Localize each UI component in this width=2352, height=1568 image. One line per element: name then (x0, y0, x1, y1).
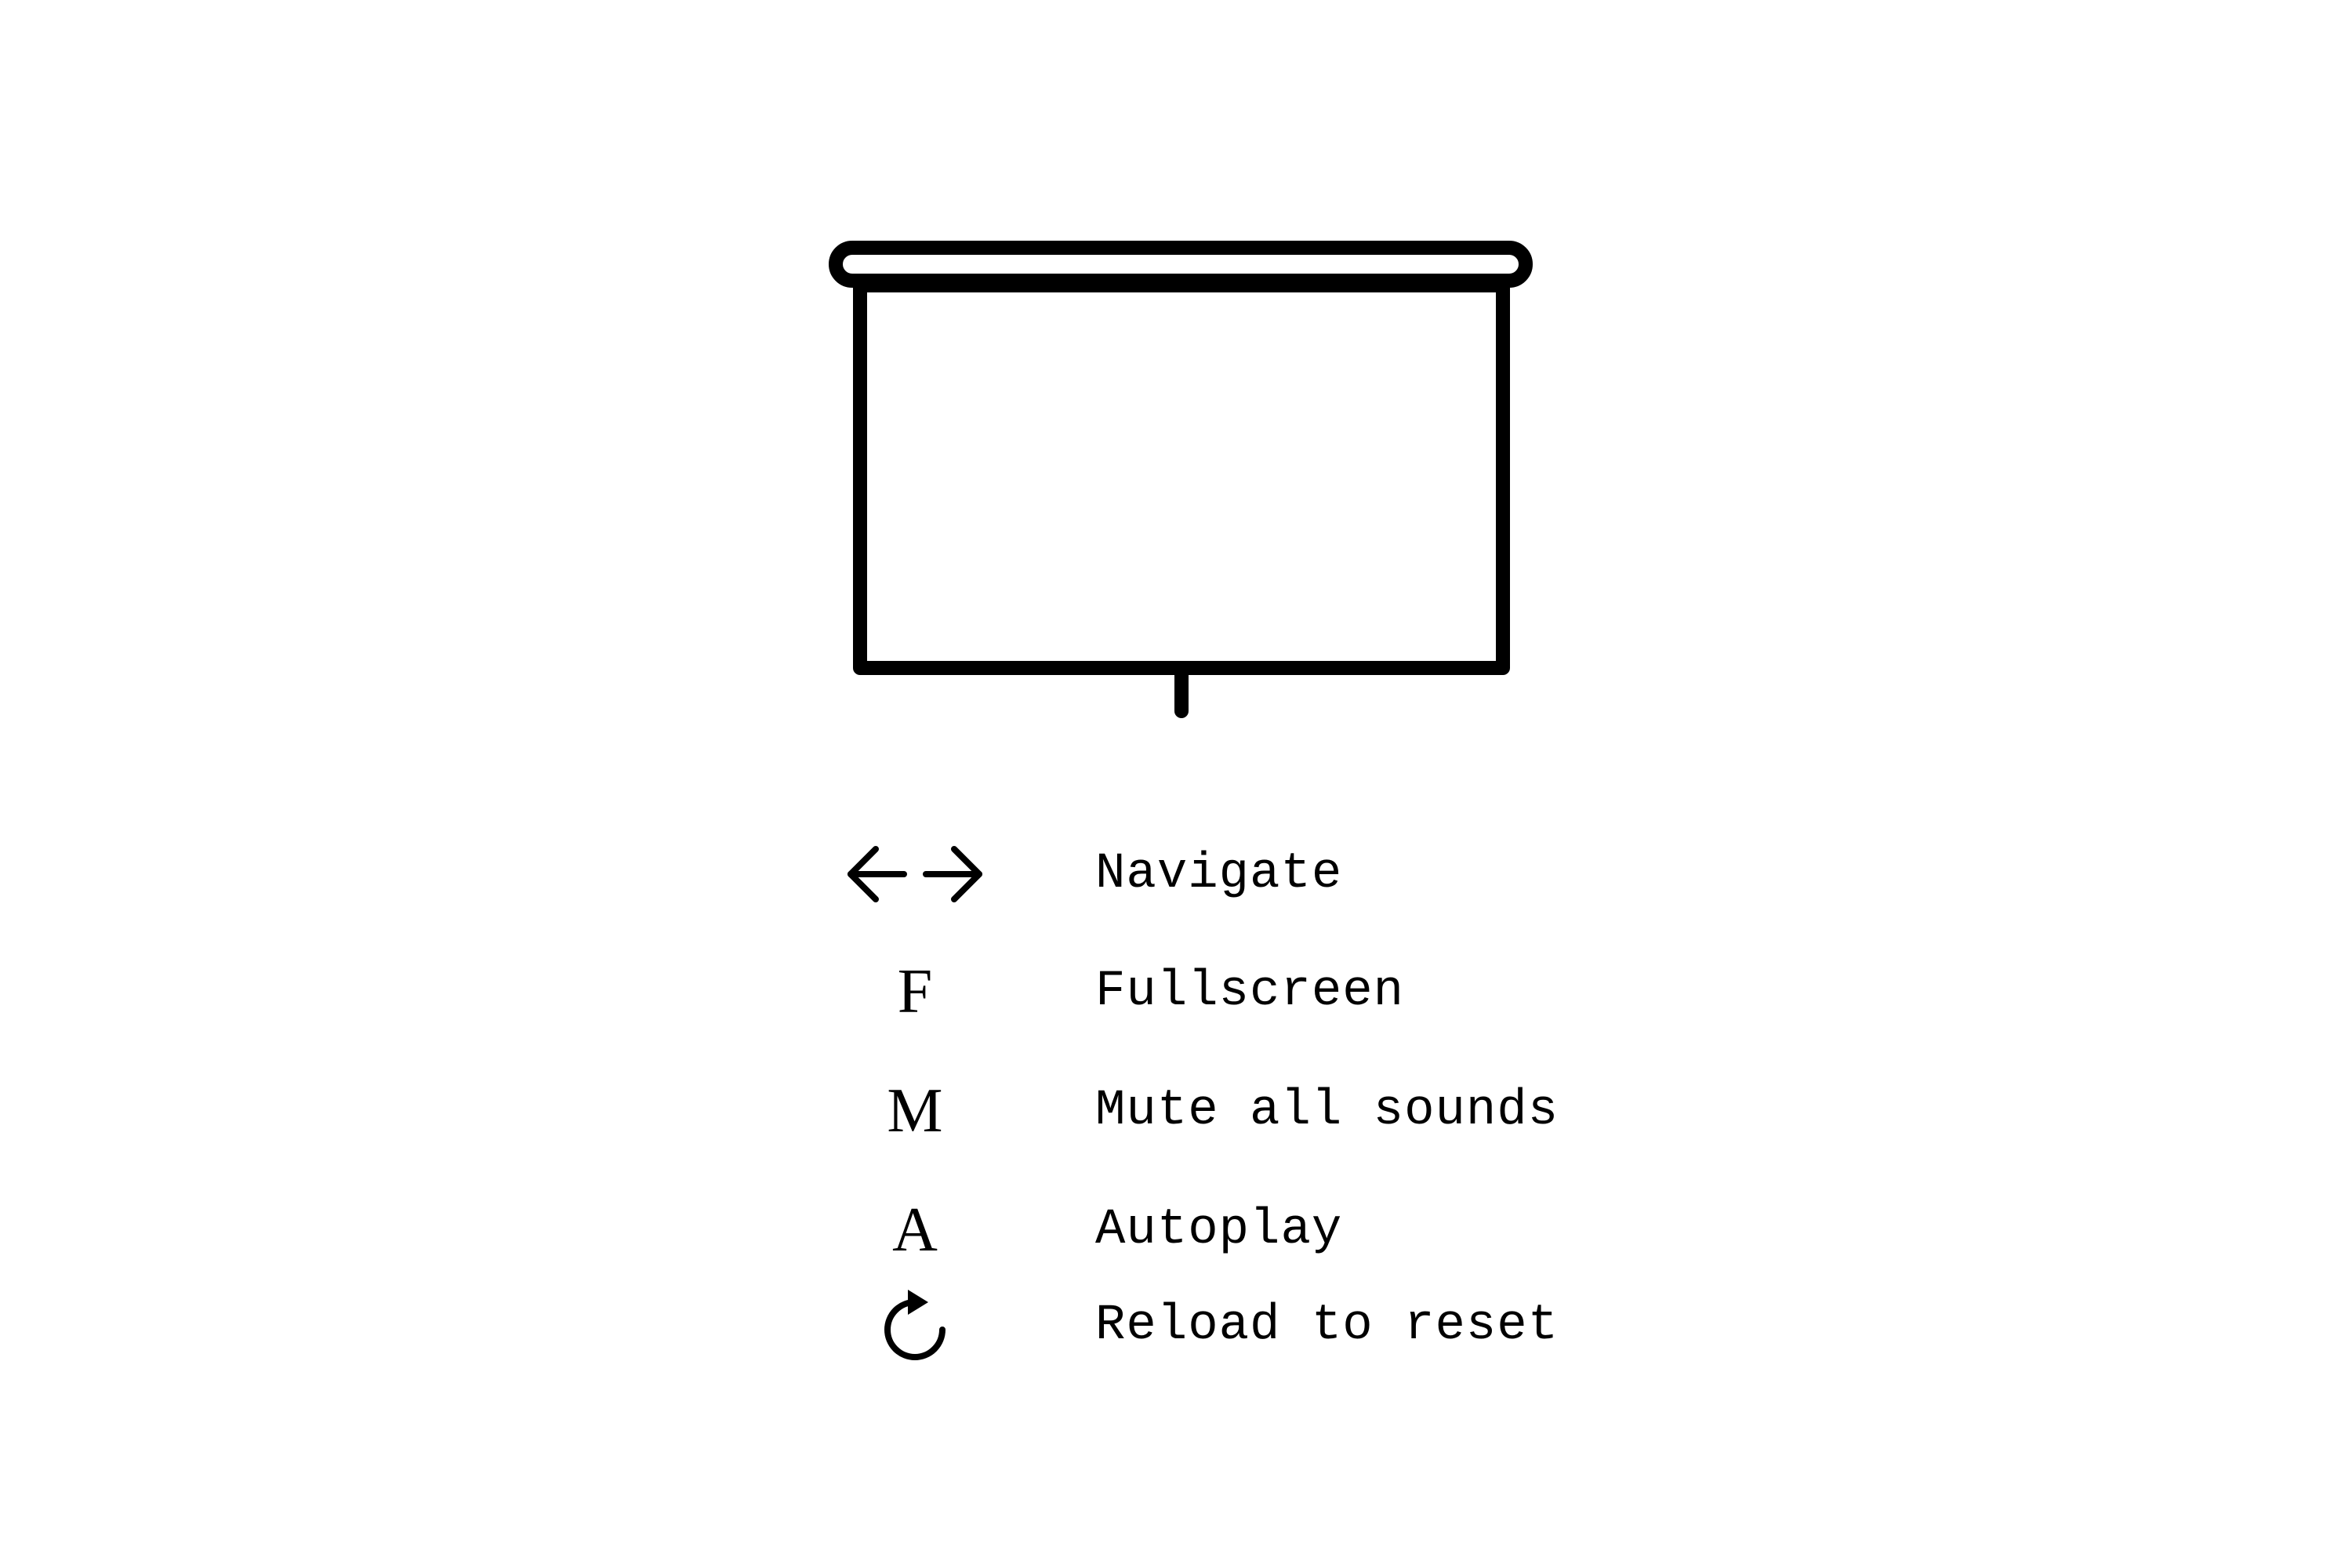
projector-screen-icon (829, 241, 1533, 718)
shortcut-row-fullscreen: F Fullscreen (829, 933, 1769, 1051)
shortcut-label: Reload to reset (1095, 1298, 1559, 1354)
shortcut-row-navigate: Navigate (829, 815, 1769, 933)
shortcut-label: Fullscreen (1095, 964, 1405, 1020)
left-right-arrows-icon (829, 815, 1001, 933)
shortcut-label: Navigate (1095, 846, 1343, 902)
shortcut-key: F (897, 957, 933, 1026)
shortcut-label: Mute all sounds (1095, 1083, 1559, 1139)
shortcut-row-autoplay: A Autoplay (829, 1171, 1769, 1289)
shortcut-key: A (892, 1196, 938, 1265)
shortcut-label: Autoplay (1095, 1202, 1343, 1258)
shortcut-key: M (887, 1076, 943, 1145)
shortcut-list: Navigate F Fullscreen M Mute all sounds … (829, 815, 1769, 1396)
reload-icon (829, 1267, 1001, 1385)
shortcut-row-reload: Reload to reset (829, 1267, 1769, 1385)
shortcut-row-mute: M Mute all sounds (829, 1052, 1769, 1170)
